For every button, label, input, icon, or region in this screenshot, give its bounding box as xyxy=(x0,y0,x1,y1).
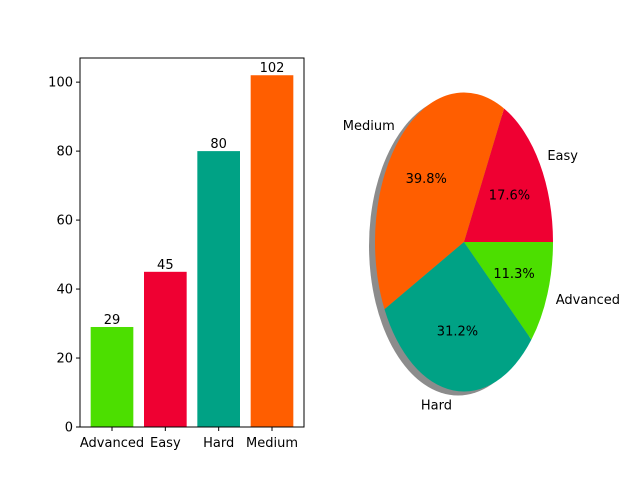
bar-medium xyxy=(250,75,294,428)
bar-hard xyxy=(197,151,240,427)
y-tick-label: 40 xyxy=(56,283,73,298)
x-tick-label: Easy xyxy=(150,436,181,451)
pie-chart: 17.6% Easy 39.8% Medium 31.2% Hard 11.3% Advanc… xyxy=(343,92,620,414)
y-tick-label: 20 xyxy=(56,352,73,367)
pie-slice-medium xyxy=(375,92,505,310)
pie-percent-label: 17.6% xyxy=(489,188,530,203)
pie-slice-advanced xyxy=(464,242,553,340)
pie-percent-label: 39.8% xyxy=(406,172,447,187)
pie-slice-easy xyxy=(464,108,553,242)
bar-value-label: 80 xyxy=(210,137,227,152)
bar-axes-frame xyxy=(79,57,305,428)
bar-value-label: 29 xyxy=(104,313,121,328)
bar-value-label: 45 xyxy=(157,258,174,273)
x-tick-label: Advanced xyxy=(80,436,144,451)
pie-slice-label: Advanced xyxy=(556,293,620,308)
bar-value-label: 102 xyxy=(260,61,285,76)
pie-slice-label: Hard xyxy=(421,399,452,414)
y-tick-label: 0 xyxy=(65,421,73,436)
pie-slice-label: Easy xyxy=(547,149,578,164)
y-tick-label: 80 xyxy=(56,145,73,160)
x-tick-label: Hard xyxy=(203,436,234,451)
y-tick-label: 60 xyxy=(56,214,73,229)
pie-percent-label: 11.3% xyxy=(493,267,534,282)
bar-chart: 0 20 40 60 80 100 Advanced Easy Hard Medium 29 45 80… xyxy=(48,57,305,451)
pie-slice-label: Medium xyxy=(343,119,395,134)
y-tick-label: 100 xyxy=(48,76,73,91)
bar-advanced xyxy=(90,326,134,427)
x-tick-label: Medium xyxy=(246,436,298,451)
pie-percent-label: 31.2% xyxy=(437,325,478,340)
pie-slice-hard xyxy=(384,242,532,392)
bar-easy xyxy=(144,271,187,427)
